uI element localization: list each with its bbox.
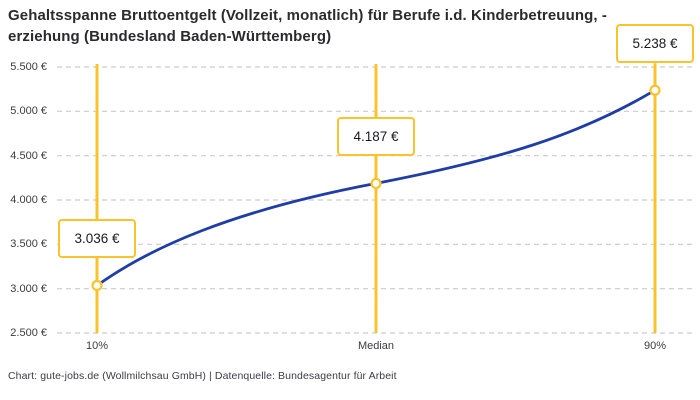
data-point-marker	[649, 84, 661, 96]
chart-title: Gehaltsspanne Bruttoentgelt (Vollzeit, m…	[8, 7, 607, 45]
data-point-marker	[370, 177, 382, 190]
data-point-marker	[91, 279, 103, 292]
chart-credit: Chart: gute-jobs.de (Wollmilchsau GmbH) …	[8, 370, 397, 382]
